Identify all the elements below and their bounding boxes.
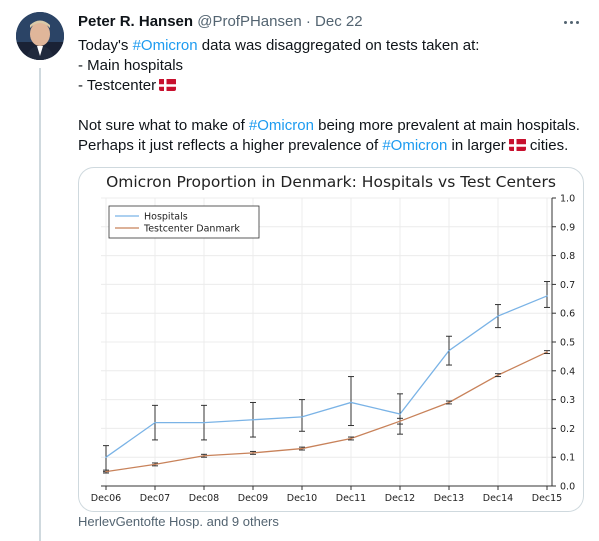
more-options-icon[interactable] (557, 8, 585, 36)
data-point (301, 416, 303, 418)
data-point (105, 470, 107, 473)
data-point (546, 295, 548, 297)
denmark-flag-icon (508, 138, 526, 151)
y-tick-label: 0.1 (560, 453, 575, 464)
data-point (105, 456, 107, 459)
text-segment: Perhaps it just reflects a higher preval… (78, 137, 383, 154)
y-tick-label: 0.6 (560, 309, 575, 320)
x-tick-label: Dec10 (287, 493, 317, 504)
chart-image[interactable]: Omicron Proportion in Denmark: Hospitals… (78, 167, 584, 512)
thread-line (39, 68, 41, 541)
y-tick-label: 0.9 (560, 222, 575, 233)
tweet-line-5: Perhaps it just reflects a higher preval… (78, 136, 588, 156)
data-point (448, 349, 450, 352)
y-tick-label: 0.7 (560, 280, 575, 291)
y-tick-label: 0.8 (560, 251, 575, 262)
tweet-date[interactable]: Dec 22 (315, 13, 363, 30)
y-tick-label: 0.5 (560, 338, 575, 349)
y-tick-label: 0.4 (560, 366, 575, 377)
data-point (399, 420, 401, 422)
y-tick-label: 0.0 (560, 482, 575, 493)
legend-label: Testcenter Danmark (143, 224, 240, 235)
data-point (252, 418, 254, 421)
x-tick-label: Dec15 (532, 493, 562, 504)
hashtag-omicron[interactable]: #Omicron (382, 137, 448, 154)
text-segment: - Testcenter (78, 77, 157, 94)
data-point (203, 454, 205, 457)
separator-dot: · (305, 13, 311, 30)
x-tick-label: Dec08 (189, 493, 219, 504)
y-tick-label: 1.0 (560, 194, 575, 205)
tweet-line-1: Today's #Omicron data was disaggregated … (78, 36, 588, 56)
legend-label: Hospitals (144, 212, 188, 223)
text-segment: Today's (78, 37, 133, 54)
data-point (252, 452, 254, 454)
data-point (448, 401, 450, 404)
x-tick-label: Dec12 (385, 493, 415, 504)
x-tick-label: Dec07 (140, 493, 170, 504)
hashtag-omicron[interactable]: #Omicron (248, 117, 314, 134)
legend-box (108, 205, 260, 239)
tweet-line-2: - Main hospitals (78, 57, 184, 74)
text-segment: in larger (447, 137, 506, 154)
hashtag-omicron[interactable]: #Omicron (132, 37, 198, 54)
data-point (399, 413, 401, 415)
data-point (154, 463, 156, 466)
author-handle[interactable]: @ProfPHansen (197, 13, 302, 30)
series-line-0 (105, 295, 548, 458)
data-point (203, 421, 205, 424)
y-tick-label: 0.3 (560, 395, 575, 406)
omicron-chart: Omicron Proportion in Denmark: Hospitals… (91, 173, 575, 504)
data-point (301, 447, 303, 450)
tweet-line-4: Not sure what to make of #Omicron being … (78, 116, 588, 136)
data-point (154, 421, 156, 424)
x-tick-label: Dec14 (483, 493, 513, 504)
x-tick-label: Dec06 (91, 493, 121, 504)
data-point (546, 351, 548, 353)
x-tick-label: Dec11 (336, 493, 366, 504)
denmark-flag-icon (159, 78, 177, 91)
author-name[interactable]: Peter R. Hansen (78, 13, 194, 30)
data-point (497, 374, 499, 376)
tweet-text: Today's #Omicron data was disaggregated … (78, 36, 588, 156)
tweet-header: Peter R. Hansen @ProfPHansen · Dec 22 (78, 12, 579, 32)
data-point (350, 401, 352, 404)
series-line-1 (105, 351, 548, 473)
text-segment: being more prevalent at main hospitals. (313, 117, 580, 134)
tagged-users[interactable]: HerlevGentofte Hosp. and 9 others (78, 514, 279, 529)
text-segment: cities. (525, 137, 569, 154)
x-tick-label: Dec13 (434, 493, 464, 504)
chart-title: Omicron Proportion in Denmark: Hospitals… (106, 173, 556, 191)
text-segment: Not sure what to make of (78, 117, 249, 134)
x-tick-label: Dec09 (238, 493, 268, 504)
avatar[interactable] (16, 12, 64, 60)
y-tick-label: 0.2 (560, 424, 575, 435)
tweet-line-3: - Testcenter (78, 76, 588, 96)
data-point (497, 315, 499, 317)
data-point (350, 437, 352, 440)
text-segment: data was disaggregated on tests taken at… (197, 37, 480, 54)
